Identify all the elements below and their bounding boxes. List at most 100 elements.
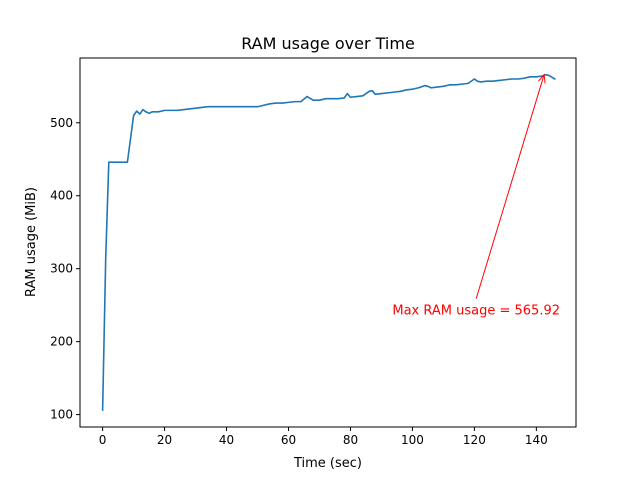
data-point: [225, 106, 228, 108]
data-point: [405, 89, 407, 91]
data-point: [269, 103, 271, 105]
data-point: [105, 257, 107, 259]
plot-area: [79, 57, 577, 428]
data-point: [529, 76, 531, 78]
data-point: [157, 111, 159, 113]
data-point: [306, 95, 308, 98]
data-point: [362, 95, 364, 97]
data-point: [139, 113, 141, 115]
data-point: [312, 99, 314, 101]
x-tick-label: 100: [401, 433, 424, 447]
data-point: [114, 161, 116, 163]
chart-title: RAM usage over Time: [241, 34, 415, 53]
data-point: [356, 95, 358, 98]
x-tick-label: 60: [281, 433, 296, 447]
data-point: [318, 99, 321, 101]
data-point: [442, 85, 444, 87]
data-point: [142, 109, 144, 111]
max-annotation: Max RAM usage = 565.92: [392, 73, 560, 319]
data-point: [498, 79, 500, 82]
data-point: [244, 106, 246, 108]
data-point: [232, 106, 234, 108]
data-point: [108, 161, 110, 163]
data-point: [126, 161, 128, 163]
data-point: [399, 90, 401, 93]
data-point: [449, 84, 451, 86]
data-point: [461, 83, 463, 85]
data-point: [346, 93, 348, 95]
data-point: [163, 109, 166, 111]
data-point: [148, 112, 150, 114]
data-point: [436, 86, 438, 88]
x-tick-label: 0: [99, 433, 107, 447]
data-point: [554, 78, 556, 80]
data-point: [517, 78, 519, 80]
data-point: [281, 102, 283, 104]
annotation-arrow-head: [538, 73, 546, 84]
data-point: [510, 78, 513, 80]
data-point: [476, 80, 479, 82]
data-point: [374, 93, 376, 95]
data-point: [430, 87, 432, 89]
data-point: [201, 106, 203, 109]
data-point: [337, 98, 339, 100]
data-point: [368, 90, 370, 93]
data-point: [250, 106, 252, 108]
data-point: [213, 106, 215, 108]
y-tick-label: 100: [50, 408, 73, 422]
y-axis-ticks: 100 200 300 400 500: [50, 116, 80, 422]
y-tick-label: 200: [50, 335, 73, 349]
y-tick-label: 400: [50, 189, 73, 203]
data-point: [136, 110, 138, 112]
data-point: [170, 109, 172, 111]
data-point: [287, 101, 290, 103]
axes-frame: [79, 57, 577, 428]
x-tick-label: 140: [525, 433, 548, 447]
data-point: [380, 93, 383, 95]
y-tick-label: 300: [50, 262, 73, 276]
data-point: [393, 91, 395, 93]
y-tick-label: 500: [50, 116, 73, 130]
data-point: [427, 85, 429, 87]
data-point: [263, 104, 265, 106]
data-point: [504, 79, 506, 81]
data-point: [548, 74, 550, 76]
data-point: [325, 98, 327, 100]
data-point: [371, 90, 373, 92]
data-point: [238, 106, 240, 108]
data-point: [473, 78, 475, 80]
data-point: [188, 108, 190, 110]
data-point: [194, 107, 197, 109]
data-point: [275, 102, 277, 104]
data-point: [256, 106, 259, 108]
data-point: [387, 92, 389, 94]
x-tick-label: 80: [343, 433, 358, 447]
y-axis-label: RAM usage (MiB): [24, 187, 39, 297]
annotation-text: Max RAM usage = 565.92: [392, 304, 560, 319]
data-point: [343, 97, 345, 99]
data-point: [151, 111, 153, 113]
data-point: [219, 106, 221, 108]
data-point: [133, 114, 135, 117]
x-tick-label: 20: [157, 433, 172, 447]
data-point: [486, 80, 488, 82]
x-tick-label: 120: [463, 433, 486, 447]
data-point: [145, 111, 147, 113]
data-point: [176, 109, 178, 111]
data-point: [207, 106, 209, 108]
data-point: [294, 101, 296, 103]
data-point: [331, 98, 333, 100]
data-point: [418, 87, 420, 89]
x-axis-ticks: 0 20 40 60 80 100 120 140: [99, 427, 548, 447]
data-point: [102, 409, 104, 411]
data-point: [300, 101, 302, 103]
data-point: [411, 88, 414, 90]
data-point: [424, 84, 426, 87]
data-point: [349, 96, 352, 98]
x-tick-label: 40: [219, 433, 234, 447]
data-point: [455, 84, 457, 86]
data-point: [545, 74, 547, 76]
